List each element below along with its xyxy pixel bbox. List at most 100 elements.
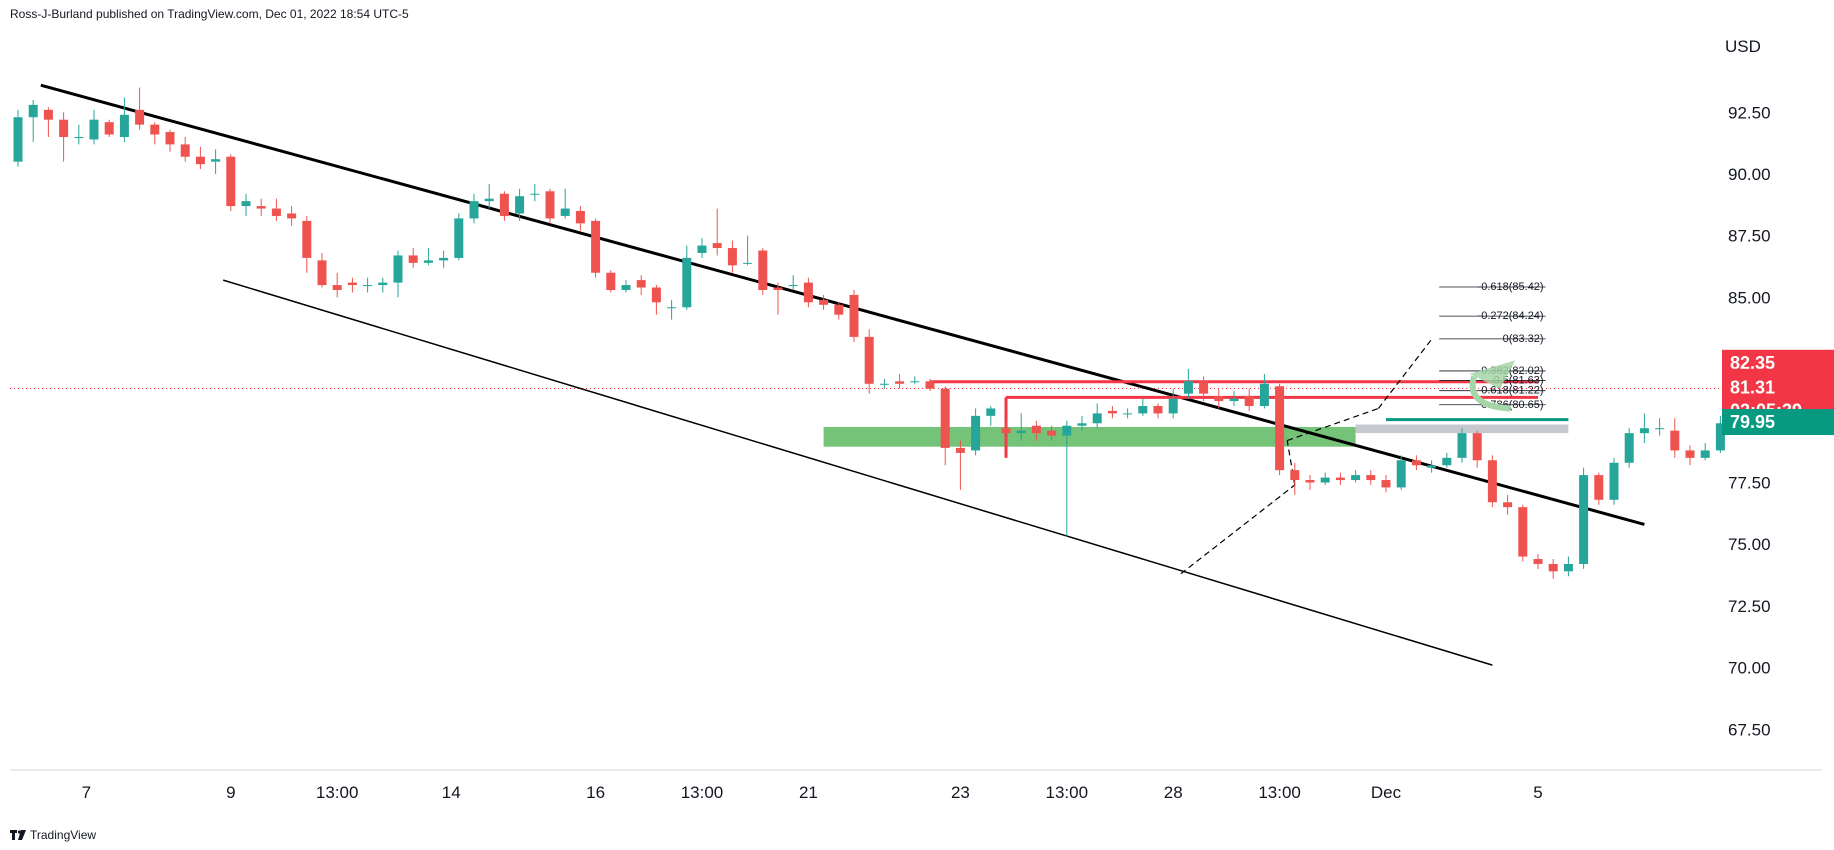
projection-dashed-line (1377, 338, 1433, 409)
price-badge-label: 79.95 (1730, 412, 1775, 432)
fib-level-label: 0(83.32) (1503, 333, 1544, 345)
time-axis[interactable]: 7 9 13:00 14 16 13:00 21 23 13:00 28 13:00 Dec 5 (82, 783, 1543, 802)
candle-body (545, 191, 555, 219)
price-tick-label: 87.50 (1728, 227, 1771, 246)
candle-body (104, 122, 114, 135)
candle-body (13, 117, 23, 162)
candle-body (636, 280, 646, 288)
candle-body (819, 299, 829, 305)
fib-level-label: 0.5(81.63) (1493, 375, 1543, 387)
candle-body (560, 208, 570, 216)
price-tick-label: 67.50 (1728, 720, 1771, 739)
candle-body (1518, 507, 1528, 557)
candle-body (302, 220, 312, 258)
lower-channel-trendline (222, 279, 1493, 666)
candle-body (667, 307, 677, 309)
candle-body (1214, 396, 1224, 402)
candle-body (1594, 475, 1604, 500)
tradingview-logo-icon (10, 830, 26, 840)
candle-body (1351, 475, 1361, 481)
candle-body (621, 285, 631, 290)
arrow-curve-shape (1469, 375, 1511, 412)
candle-body (1244, 396, 1254, 406)
candle-body (469, 201, 479, 219)
candle-body (925, 381, 935, 389)
candle-body (788, 285, 798, 287)
candle-body (1655, 428, 1665, 430)
candle-body (591, 220, 601, 273)
candle-body (1442, 457, 1452, 466)
candle-body (165, 132, 175, 145)
tradingview-brand[interactable]: TradingView (10, 828, 96, 842)
price-tick-label: 70.00 (1728, 659, 1771, 678)
candle-body (986, 408, 996, 416)
candle-body (74, 136, 84, 138)
candle-body (226, 156, 236, 207)
candle-body (1396, 460, 1406, 488)
candle-body (1487, 460, 1497, 503)
candle-body (1579, 475, 1589, 564)
candle-body (135, 109, 145, 125)
candle-body (499, 193, 509, 216)
candle-body (439, 257, 449, 261)
candle-body (1016, 430, 1026, 434)
time-tick-label: 23 (951, 783, 970, 802)
candle-body (378, 282, 388, 286)
candle-body (743, 262, 753, 264)
candle-body (1229, 398, 1239, 402)
candle-body (59, 119, 69, 137)
candle-body (1062, 425, 1072, 436)
candle-body (651, 287, 661, 303)
candle-body (256, 206, 266, 209)
candle-body (28, 104, 38, 118)
candle-body (758, 250, 768, 290)
candle-body (530, 193, 540, 195)
candle-body (363, 285, 373, 287)
candle-body (803, 282, 813, 303)
fibonacci-layer: -0.618(85.42)-0.272(84.24)0(83.32)0.382(… (1439, 281, 1546, 412)
candle-body (682, 257, 692, 308)
candle-body (1700, 450, 1710, 458)
time-tick-label: Dec (1371, 783, 1402, 802)
candle-body (773, 287, 783, 290)
candle-body (180, 144, 190, 157)
candle-body (1472, 433, 1482, 461)
publisher-caption: Ross-J-Burland published on TradingView.… (10, 7, 409, 21)
candle-body (211, 159, 221, 162)
candle-body (1624, 433, 1634, 463)
fib-level-label: -0.272(84.24) (1478, 310, 1544, 322)
candle-body (1259, 383, 1269, 406)
candle-body (1290, 470, 1300, 481)
projection-dashed-line (1180, 484, 1296, 575)
candle-body (1457, 433, 1467, 458)
time-tick-label: 5 (1533, 783, 1542, 802)
arrow-head-shape (1469, 360, 1516, 389)
candle-body (895, 381, 905, 384)
fib-level-label: 0.618(81.22) (1481, 385, 1543, 397)
time-tick-label: 16 (586, 783, 605, 802)
candle-body (910, 381, 920, 383)
time-tick-label: 13:00 (681, 783, 724, 802)
candle-body (606, 272, 616, 290)
candle-body (1670, 430, 1680, 451)
candle-body (1503, 502, 1513, 508)
time-tick-label: 9 (226, 783, 235, 802)
price-badge (1722, 409, 1834, 436)
candle-body (484, 198, 494, 202)
candle-body (1275, 386, 1285, 471)
candle-body (1092, 413, 1102, 424)
candle-body (712, 243, 722, 249)
candle-body (727, 248, 737, 266)
candle-body (955, 447, 965, 453)
candle-body (1335, 477, 1345, 481)
time-tick-label: 13:00 (316, 783, 359, 802)
candle-body (515, 196, 525, 214)
currency-label: USD (1725, 37, 1761, 56)
candle-body (241, 201, 251, 207)
time-tick-label: 13:00 (1046, 783, 1089, 802)
candle-body (834, 304, 844, 315)
candles-layer (13, 87, 1832, 579)
price-tick-label: 85.00 (1728, 288, 1771, 307)
projection-dashed-line (1287, 407, 1379, 442)
